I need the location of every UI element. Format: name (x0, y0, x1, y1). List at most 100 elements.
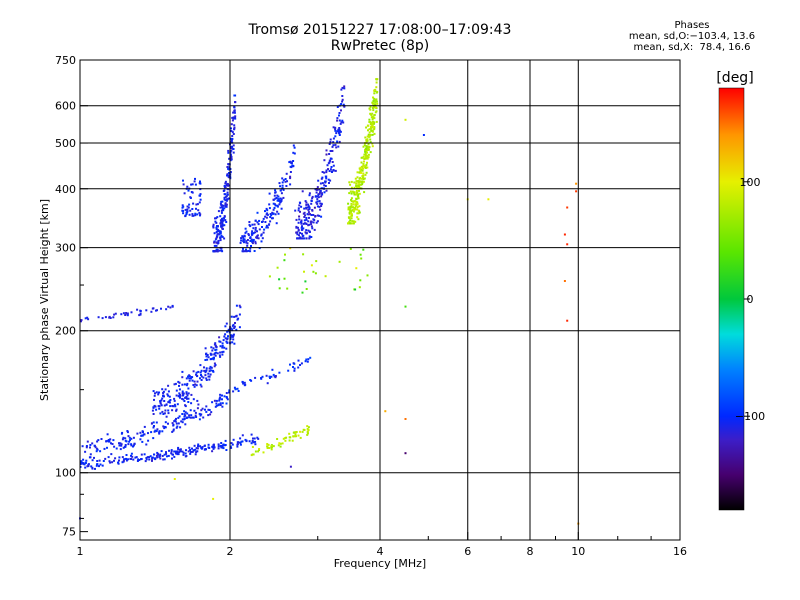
data-point (200, 374, 202, 376)
data-point (356, 171, 359, 174)
data-point (125, 457, 127, 460)
data-point (238, 313, 241, 316)
data-point (371, 145, 374, 148)
data-point (91, 466, 94, 469)
data-point (224, 325, 227, 328)
data-point (227, 183, 229, 186)
data-point (369, 134, 372, 137)
data-point (126, 312, 129, 315)
stats-heading: Phases (674, 20, 710, 31)
data-point (270, 445, 273, 447)
data-point (208, 409, 211, 411)
data-point (195, 203, 198, 206)
data-point (210, 358, 213, 360)
data-point (215, 248, 218, 251)
data-point (336, 117, 339, 120)
data-point (319, 208, 322, 211)
data-point (249, 379, 252, 381)
data-point (329, 141, 332, 143)
data-point (213, 399, 216, 402)
data-point (198, 211, 201, 214)
data-point (359, 279, 362, 282)
data-point (306, 431, 309, 434)
data-point (175, 426, 178, 429)
data-point (232, 390, 235, 393)
data-point (368, 107, 371, 110)
data-point (341, 95, 344, 97)
data-point (138, 459, 141, 461)
data-point (373, 106, 376, 109)
data-point (315, 201, 318, 204)
data-point (256, 436, 259, 439)
data-point (239, 306, 242, 309)
data-point (301, 232, 303, 235)
data-point (188, 377, 191, 380)
data-point (350, 202, 353, 205)
data-point (160, 399, 163, 402)
data-point (285, 185, 288, 187)
data-point (373, 132, 376, 135)
data-point (283, 277, 286, 280)
data-point (199, 414, 202, 417)
data-point (367, 129, 369, 132)
data-point (215, 228, 218, 230)
data-point (274, 375, 277, 377)
data-point (303, 207, 306, 210)
data-point (130, 443, 133, 446)
data-point (175, 417, 177, 420)
data-point (147, 432, 149, 435)
data-point (338, 112, 341, 114)
data-point (311, 195, 314, 198)
data-point (233, 126, 236, 129)
data-point (165, 415, 168, 418)
data-point (145, 443, 148, 446)
data-point (351, 222, 354, 225)
data-point (349, 219, 352, 222)
data-point (268, 447, 271, 449)
data-point (268, 192, 271, 195)
data-point (224, 193, 227, 196)
data-point (174, 419, 177, 422)
data-point (341, 98, 344, 101)
data-point (181, 418, 184, 421)
data-point (203, 366, 205, 369)
data-point (172, 428, 175, 431)
data-point (159, 412, 162, 415)
data-point (245, 240, 248, 243)
data-point (206, 358, 209, 361)
phase-stats: Phases mean, sd,O:−103.4, 13.6 mean, sd,… (592, 20, 792, 53)
data-point (575, 190, 578, 193)
data-point (369, 108, 372, 111)
data-point (163, 458, 166, 461)
data-point (305, 237, 308, 240)
data-point (86, 465, 89, 468)
data-point (331, 150, 334, 152)
data-point (212, 447, 215, 450)
data-point (366, 138, 369, 141)
data-point (357, 212, 360, 215)
data-point (191, 376, 194, 379)
data-point (268, 275, 271, 278)
data-point (221, 217, 223, 220)
data-point (125, 454, 128, 456)
data-point (341, 100, 344, 103)
data-point (276, 199, 279, 202)
data-point (335, 146, 338, 149)
data-point (220, 204, 223, 206)
data-point (276, 438, 279, 440)
data-point (236, 445, 239, 448)
data-point (239, 241, 242, 244)
data-point (179, 450, 182, 453)
data-point (139, 438, 142, 441)
data-point (221, 200, 224, 203)
data-point (334, 169, 337, 172)
data-point (272, 202, 275, 205)
data-point (300, 228, 303, 231)
data-point (255, 236, 258, 239)
data-point (308, 216, 310, 219)
data-point (94, 446, 97, 449)
data-point (88, 456, 91, 459)
data-point (315, 260, 318, 263)
data-point (254, 440, 257, 443)
data-point (292, 144, 295, 147)
